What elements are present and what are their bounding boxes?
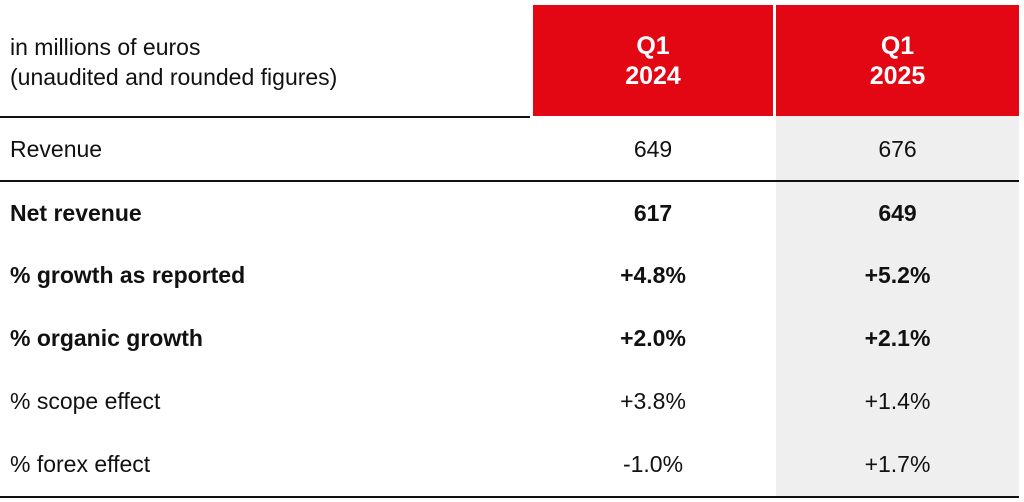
- table-row-organic-growth: % organic growth +2.0% +2.1%: [0, 307, 1024, 370]
- column-header-q1-2024: Q1 2024: [533, 5, 773, 116]
- table-row-revenue: Revenue 649 676: [0, 118, 1024, 181]
- value-q1-2025: 649: [878, 200, 917, 226]
- row-label: Revenue: [10, 136, 103, 162]
- value-q1-2024: +2.0%: [620, 325, 686, 351]
- value-q1-2024: 617: [633, 200, 673, 226]
- value-q1-2025: +1.7%: [864, 451, 931, 477]
- value-q1-2025: +1.4%: [864, 388, 931, 414]
- value-q1-2025: 676: [878, 136, 917, 162]
- table-bottom-rule: [0, 496, 1019, 498]
- column-header-q1-2025: Q1 2025: [776, 5, 1019, 116]
- table-row-growth-reported: % growth as reported +4.8% +5.2%: [0, 244, 1024, 307]
- table-row-net-revenue: Net revenue 617 649: [0, 182, 1024, 245]
- value-q1-2024: -1.0%: [622, 451, 684, 477]
- caption-line-1: in millions of euros: [10, 34, 201, 60]
- value-q1-2025: +2.1%: [864, 325, 931, 351]
- value-q1-2025: +5.2%: [864, 262, 931, 288]
- header-divider: [0, 116, 530, 118]
- highlight-column-q1-2025: [776, 116, 1019, 498]
- row-label: % scope effect: [10, 388, 161, 414]
- value-q1-2024: 649: [633, 136, 673, 162]
- table-row-forex-effect: % forex effect -1.0% +1.7%: [0, 433, 1024, 496]
- column-header-q1-2024-period: Q1: [636, 31, 670, 60]
- table-row-scope-effect: % scope effect +3.8% +1.4%: [0, 370, 1024, 433]
- caption-line-2: (unaudited and rounded figures): [10, 64, 338, 90]
- revenue-divider: [0, 180, 1019, 182]
- column-header-q1-2024-year: 2024: [625, 61, 681, 90]
- column-header-q1-2025-year: 2025: [869, 61, 926, 90]
- units-caption: in millions of euros (unaudited and roun…: [10, 32, 337, 92]
- value-q1-2024: +3.8%: [620, 388, 686, 414]
- column-header-q1-2025-period: Q1: [880, 31, 915, 60]
- row-label: % organic growth: [10, 325, 203, 351]
- row-label: Net revenue: [10, 200, 142, 226]
- row-label: % growth as reported: [10, 262, 246, 288]
- table-header: in millions of euros (unaudited and roun…: [0, 0, 1024, 116]
- value-q1-2024: +4.8%: [620, 262, 686, 288]
- row-label: % forex effect: [10, 451, 151, 477]
